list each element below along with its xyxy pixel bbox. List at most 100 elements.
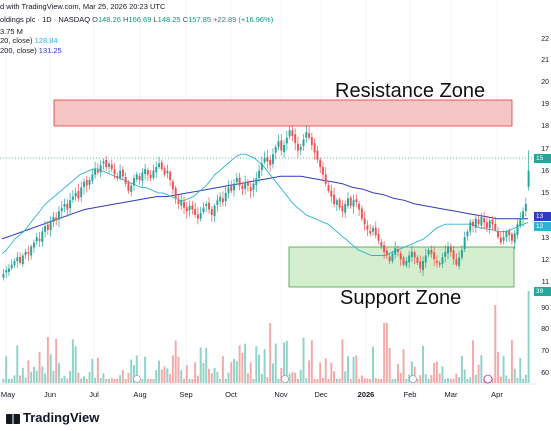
- candle-body: [252, 183, 255, 190]
- candle-body: [510, 234, 513, 241]
- candle-body: [360, 208, 363, 219]
- candle-body: [63, 203, 66, 208]
- candle-body: [433, 252, 436, 260]
- volume-bar: [321, 377, 324, 383]
- candle-body: [494, 223, 497, 230]
- volume-bar: [177, 356, 180, 383]
- candle-body: [424, 255, 427, 263]
- volume-bar: [2, 378, 5, 383]
- price-tick-label: 13: [541, 235, 549, 242]
- candle-body: [352, 200, 355, 207]
- volume-bar: [324, 358, 327, 383]
- volume-bar: [469, 377, 472, 383]
- volume-bar: [383, 322, 386, 383]
- candle-body: [405, 261, 408, 266]
- price-tick-label: 16: [541, 168, 549, 175]
- candle-body: [202, 207, 205, 212]
- volume-bar: [472, 340, 475, 383]
- candle-body: [447, 246, 449, 254]
- candle-body: [227, 187, 230, 194]
- candle-body: [171, 181, 174, 190]
- candle-body: [185, 207, 188, 212]
- volume-readout: 3.75 M: [0, 27, 23, 36]
- candle-body: [246, 181, 249, 186]
- volume-bar: [180, 370, 183, 383]
- candle-body: [208, 202, 211, 210]
- volume-bar: [452, 378, 455, 383]
- candle-body: [74, 192, 77, 197]
- price-tick-label: 11: [541, 279, 549, 286]
- candle-body: [180, 200, 183, 206]
- volume-bar: [360, 375, 363, 383]
- volume-bar: [435, 361, 438, 383]
- volume-bar: [433, 362, 436, 383]
- volume-bar: [349, 378, 352, 383]
- volume-bar: [63, 375, 66, 383]
- chart-grid: [5, 0, 498, 384]
- volume-bar: [246, 373, 249, 383]
- price-tick-label: 15: [541, 190, 549, 197]
- volume-bar: [185, 365, 188, 383]
- candle-body: [277, 141, 280, 147]
- volume-bar: [44, 373, 47, 383]
- volume-bar: [474, 374, 477, 383]
- candle-body: [324, 174, 327, 184]
- candle-body: [330, 190, 333, 197]
- candle-body: [294, 134, 297, 144]
- volume-bar: [499, 376, 502, 383]
- candle-body: [13, 261, 16, 266]
- candle-body: [116, 176, 119, 179]
- candle-body: [60, 207, 63, 212]
- volume-bar: [508, 378, 511, 383]
- volume-bar: [319, 362, 322, 383]
- volume-bar: [99, 378, 102, 383]
- time-tick-label: Aug: [133, 390, 147, 399]
- chart-header-ohlc: oldings plc · 1D · NASDAQ O148.26 H166.6…: [0, 15, 274, 24]
- time-tick-label: Mar: [444, 390, 458, 399]
- volume-bar: [199, 347, 202, 383]
- candle-body: [524, 203, 527, 212]
- volume-bar: [355, 355, 358, 383]
- volume-bar: [158, 360, 160, 383]
- volume-bar: [438, 373, 441, 383]
- volume-bar: [252, 378, 255, 383]
- candle-body: [191, 205, 194, 210]
- volume-bar: [274, 343, 277, 383]
- tradingview-logo[interactable]: TradingView: [6, 410, 99, 425]
- volume-bar: [388, 347, 391, 383]
- candle-body: [85, 180, 88, 186]
- candle-body: [505, 231, 508, 238]
- volume-bar: [10, 378, 13, 383]
- candle-body: [71, 196, 74, 200]
- candle-body: [341, 205, 344, 212]
- volume-bar: [235, 361, 238, 383]
- volume-bar: [283, 342, 286, 383]
- volume-bar: [380, 378, 383, 383]
- chart-header-line1: d with TradingView.com, Mar 25, 2026 20:…: [0, 2, 166, 11]
- candle-body: [2, 273, 5, 278]
- volume-bar: [313, 378, 316, 383]
- candlesticks: [2, 124, 530, 281]
- candle-body: [385, 250, 388, 256]
- candle-body: [380, 242, 383, 247]
- volume-bar: [27, 360, 30, 383]
- volume-bar: [477, 364, 480, 383]
- resistance-zone-label: Resistance Zone: [335, 80, 486, 102]
- candle-body: [216, 200, 219, 206]
- candle-body: [347, 198, 349, 206]
- candle-body: [24, 251, 27, 255]
- volume-bar: [133, 365, 135, 383]
- candle-body: [299, 146, 302, 151]
- volume-bar: [219, 378, 222, 383]
- volume-bar: [363, 378, 366, 383]
- candle-body: [466, 231, 469, 237]
- volume-bar: [299, 370, 302, 383]
- volume-bar: [221, 356, 224, 383]
- volume-bar: [85, 378, 88, 383]
- candle-body: [321, 166, 324, 175]
- candle-body: [394, 248, 397, 255]
- candle-body: [483, 217, 486, 223]
- support-zone-label: Support Zone: [340, 287, 462, 309]
- ma200-line: [1, 175, 528, 240]
- volume-bar: [333, 371, 336, 383]
